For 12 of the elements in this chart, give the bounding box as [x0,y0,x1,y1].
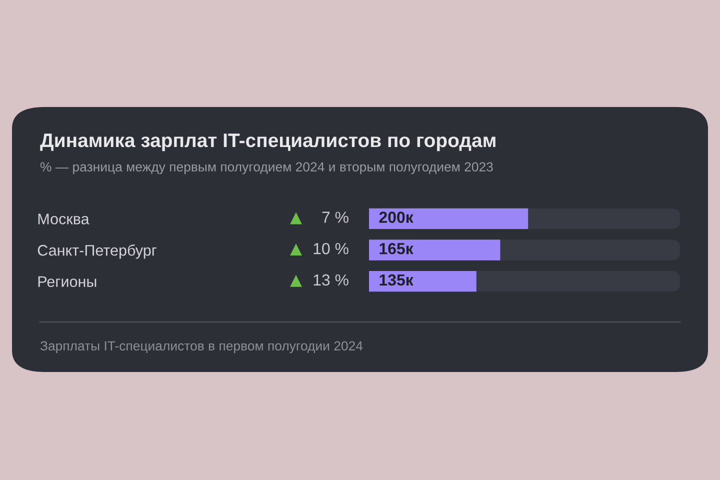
y-tick-label: Санкт-Петербург [38,244,156,259]
chart-title: Динамика зарплат IT-специалистов по городам [40,134,496,152]
data-label: 165к [380,242,414,254]
text: 13 % [314,274,348,286]
data-label: 135к [380,274,414,286]
y-tick-label: Москва [38,214,90,224]
text: 7 % [322,212,348,223]
chart-subtitle: % — разница между первым полугодием 2024 и вторым полугодием 2023 [40,162,493,174]
text: Зарплаты IT-специалистов в первом полугодии 2024 [40,341,363,354]
text: 10 % [314,242,348,254]
y-tick-label: Регионы [38,276,96,288]
data-label: 200к [379,212,414,223]
